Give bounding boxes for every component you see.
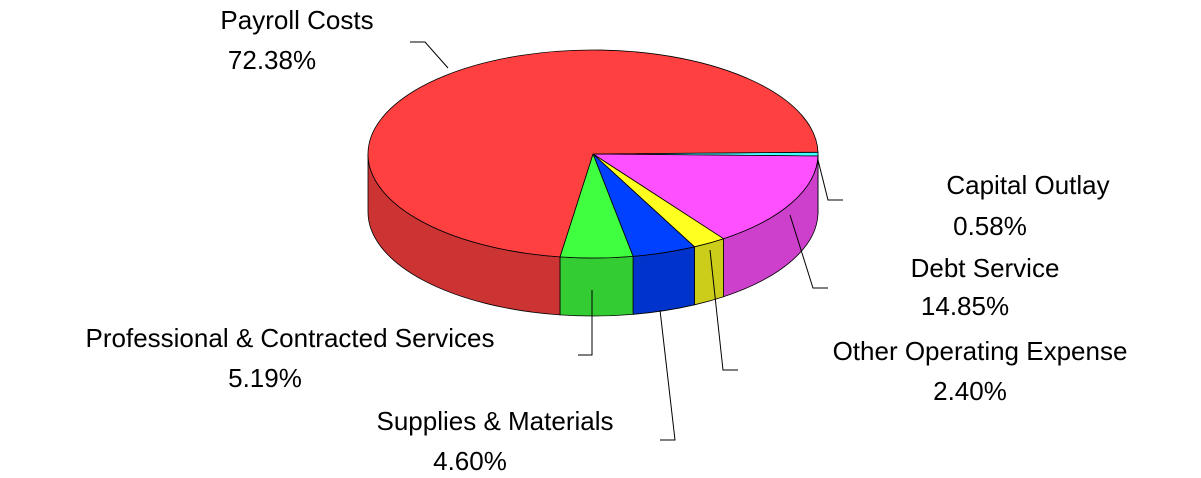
slice-value-label: 72.38% bbox=[228, 45, 316, 75]
leader-line bbox=[789, 214, 828, 289]
slice bbox=[591, 153, 819, 240]
leader-line bbox=[578, 290, 593, 356]
slice-value-label: 5.19% bbox=[228, 363, 302, 393]
slice-label: Debt Service bbox=[911, 253, 1060, 283]
leader-line bbox=[410, 41, 449, 69]
slice-label: Other Operating Expense bbox=[833, 336, 1128, 366]
slice-value-label: 14.85% bbox=[921, 291, 1009, 321]
slice-value-label: 4.60% bbox=[433, 446, 507, 476]
slice-label: Payroll Costs bbox=[220, 5, 373, 35]
slice-side bbox=[632, 246, 695, 315]
slice-label: Professional & Contracted Services bbox=[86, 323, 495, 353]
slice-label: Supplies & Materials bbox=[377, 406, 614, 436]
slice-label: Capital Outlay bbox=[946, 170, 1109, 200]
slice-side bbox=[694, 238, 724, 306]
slice-side bbox=[559, 255, 634, 317]
leader-line bbox=[817, 159, 843, 201]
slice bbox=[367, 49, 819, 258]
leader-line bbox=[709, 249, 738, 371]
slice-value-label: 0.58% bbox=[953, 211, 1027, 241]
leader-line bbox=[659, 309, 676, 441]
slice-value-label: 2.40% bbox=[933, 376, 1007, 406]
